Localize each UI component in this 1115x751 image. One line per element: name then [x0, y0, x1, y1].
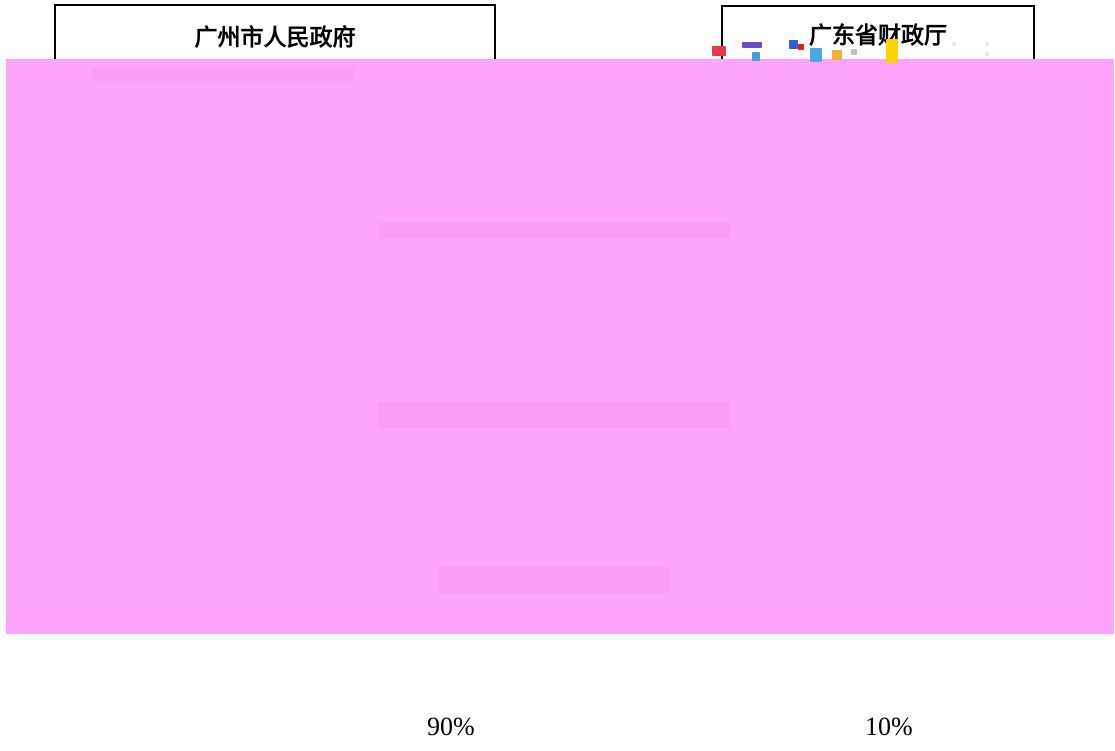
redaction-overlay: [6, 59, 1114, 634]
share-percent-guangdong: 10%: [865, 712, 913, 741]
noise-artifact: [985, 52, 989, 56]
noise-artifact: [952, 42, 956, 46]
noise-artifact: [742, 42, 762, 48]
noise-artifact: [789, 40, 798, 49]
noise-artifact: [985, 42, 989, 46]
noise-artifact: [851, 49, 857, 55]
redaction-block: [6, 59, 1114, 634]
noise-artifact: [810, 48, 822, 62]
guangzhou-government-label: 广州市人民政府: [194, 24, 356, 51]
noise-artifact: [752, 52, 760, 61]
noise-artifact: [886, 39, 898, 63]
noise-artifact: [712, 46, 726, 56]
ghost-text-row: [92, 67, 354, 81]
ghost-text-row: [378, 402, 730, 428]
ghost-text-row: [379, 222, 731, 239]
ghost-text-row: [438, 567, 670, 593]
guangdong-finance-dept-label: 广东省财政厅: [809, 22, 947, 49]
share-percent-guangzhou: 90%: [427, 712, 475, 741]
noise-artifact: [832, 50, 842, 60]
noise-artifact: [798, 44, 804, 50]
